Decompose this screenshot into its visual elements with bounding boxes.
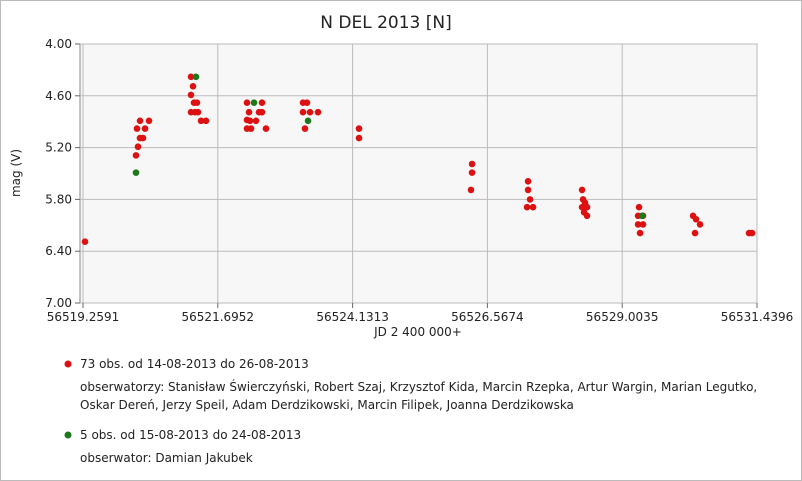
data-point [197,117,205,125]
data-point [467,186,475,194]
data-point [299,108,307,116]
data-point [136,117,144,125]
y-tick-label: 7.00 [45,296,72,310]
data-point [355,134,363,142]
data-point [529,203,537,211]
legend-observers: obserwator: Damian Jakubek [80,451,253,465]
data-point [301,125,309,132]
data-point [193,99,201,107]
data-point [245,108,253,116]
data-point [578,203,586,211]
data-point [692,215,700,223]
data-point [523,203,531,211]
data-point [194,108,202,116]
data-point [303,99,311,107]
data-point [304,117,312,125]
data-point [247,125,255,132]
legend-entry: 5 obs. od 15-08-2013 do 24-08-2013 [80,428,301,442]
x-axis-label: JD 2 400 000+ [373,325,462,339]
data-point [524,186,532,194]
data-point [134,143,142,151]
y-tick-label: 6.40 [45,244,72,258]
data-point [252,117,260,125]
data-point [141,125,149,132]
y-tick-label: 4.00 [45,37,72,51]
data-point [639,221,647,228]
data-point [81,238,89,246]
data-point [246,117,254,125]
data-point [258,99,266,107]
x-tick-label: 56521.6952 [182,310,255,324]
data-point [189,83,197,90]
data-point [132,152,140,159]
data-point [139,134,147,142]
legend-entry: 73 obs. od 14-08-2013 do 26-08-2013 [80,357,309,371]
data-point [314,108,322,116]
x-tick-label: 56524.1313 [316,310,389,324]
data-point [748,229,756,237]
x-tick-label: 56529.0035 [586,310,659,324]
data-point [636,229,644,237]
legend-observers: obserwatorzy: Stanisław Świerczyński, Ro… [80,379,757,412]
legend-marker [64,431,72,439]
data-point [132,169,140,176]
data-point [691,229,699,237]
data-point [306,108,314,116]
legend-marker [64,360,72,368]
chart-title: N DEL 2013 [N] [320,13,451,33]
plot-area [79,43,758,304]
data-point [243,99,251,107]
x-tick-label: 56519.2591 [47,310,120,324]
data-point [580,209,588,216]
data-point [468,160,476,168]
data-point [583,203,591,211]
data-point [187,91,195,99]
data-point [468,169,476,176]
data-point [202,117,210,125]
data-point [526,196,534,203]
y-tick-label: 5.20 [45,141,72,155]
data-point [262,125,270,132]
data-point [133,125,141,132]
y-tick-label: 4.60 [45,89,72,103]
data-point [634,221,642,228]
y-tick-label: 5.80 [45,192,72,206]
data-point [192,73,200,81]
data-point [355,125,363,132]
data-point [250,99,258,107]
data-point [258,108,266,116]
data-point [696,221,704,228]
x-tick-label: 56531.4396 [721,310,794,324]
data-point [524,177,532,185]
data-point [635,203,643,211]
x-tick-label: 56526.5674 [451,310,524,324]
data-point [578,186,586,194]
data-point [145,117,153,125]
y-axis-label: mag (V) [9,149,23,197]
data-point [187,73,195,81]
data-point [638,212,646,220]
